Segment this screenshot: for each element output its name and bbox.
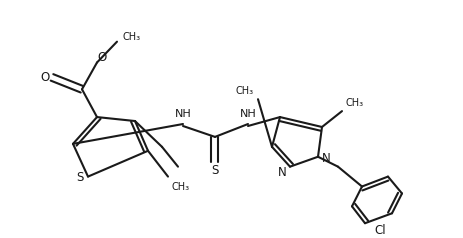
Text: NH: NH [239, 109, 256, 119]
Text: O: O [97, 51, 106, 64]
Text: CH₃: CH₃ [172, 182, 190, 192]
Text: S: S [76, 171, 83, 184]
Text: O: O [40, 71, 50, 84]
Text: N: N [321, 152, 330, 165]
Text: S: S [211, 164, 218, 177]
Text: CH₃: CH₃ [123, 32, 141, 42]
Text: Cl: Cl [373, 224, 385, 237]
Text: CH₃: CH₃ [235, 86, 253, 96]
Text: CH₃: CH₃ [345, 98, 363, 108]
Text: NH: NH [174, 109, 191, 119]
Text: N: N [277, 166, 286, 179]
